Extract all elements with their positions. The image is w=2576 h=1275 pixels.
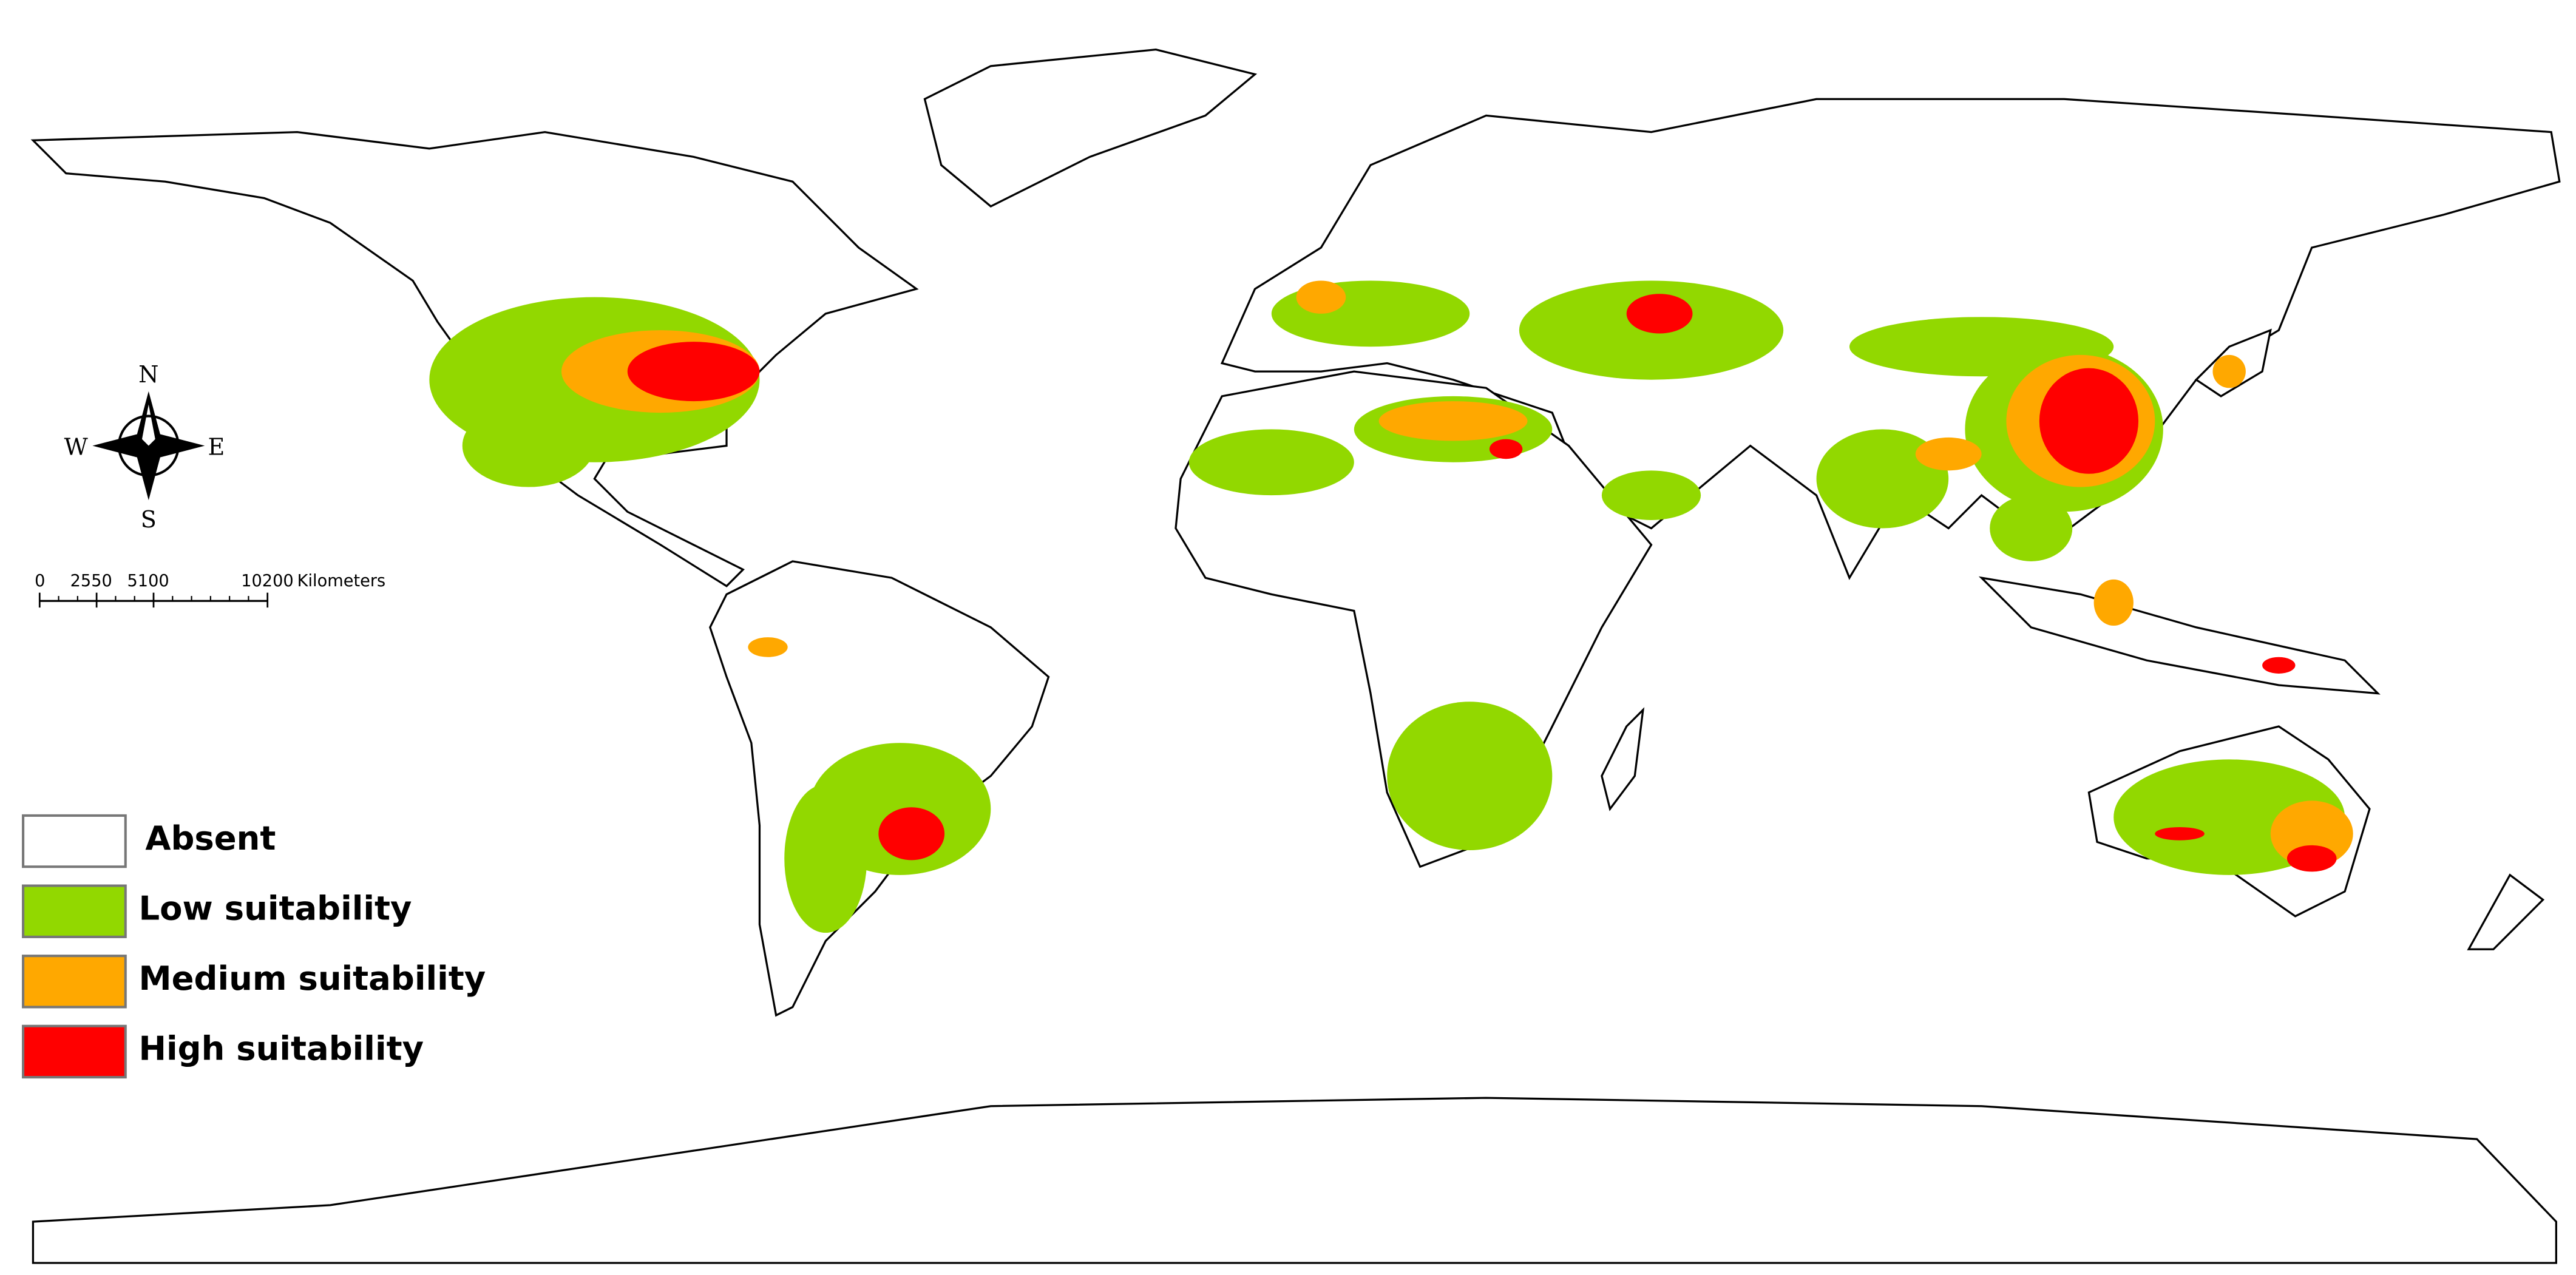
new-zealand — [2467, 873, 2545, 950]
suitability-area — [2212, 354, 2246, 388]
legend: Absent Low suitability Medium suitability H… — [22, 814, 486, 1079]
land-masses — [30, 48, 2561, 1264]
suitability-area — [627, 342, 760, 402]
suitability-area — [1188, 429, 1354, 496]
legend-label: Medium suitability — [139, 959, 486, 998]
antarctica — [32, 1097, 2557, 1264]
suitability-area — [2039, 368, 2139, 474]
suitability-areas — [429, 280, 2353, 933]
suitability-area — [2093, 579, 2134, 626]
scale-label: 2550 — [70, 572, 112, 590]
legend-swatch — [22, 1024, 127, 1079]
compass-east: E — [208, 433, 225, 460]
greenland — [923, 48, 1258, 208]
suitability-area — [2270, 800, 2353, 867]
indonesia — [1978, 576, 2381, 695]
legend-label: Absent — [145, 819, 276, 857]
scale-label: 0 — [35, 572, 45, 590]
legend-swatch — [22, 884, 127, 938]
suitability-area — [1296, 280, 1346, 314]
madagascar — [1601, 707, 1645, 811]
scale-label: 10200 — [241, 572, 294, 590]
suitability-area — [1626, 294, 1693, 334]
legend-label: High suitability — [139, 1030, 424, 1068]
suitability-area — [462, 404, 595, 487]
suitability-area — [2262, 657, 2296, 674]
suitability-area — [1601, 470, 1701, 520]
suitability-area — [878, 807, 945, 861]
suitability-area — [2286, 845, 2337, 872]
compass-south: S — [141, 506, 157, 533]
legend-label: Low suitability — [139, 889, 412, 927]
scale-unit: Kilometers — [297, 572, 386, 590]
compass-needle — [141, 404, 155, 446]
suitability-area — [1990, 495, 2073, 561]
suitability-area — [1489, 439, 1523, 459]
compass-ring — [117, 414, 180, 477]
suitability-area — [1378, 401, 1528, 441]
suitability-area — [1915, 437, 1982, 471]
suitability-area — [1387, 702, 1553, 851]
legend-swatch — [22, 955, 127, 1009]
suitability-area — [2155, 827, 2205, 840]
legend-swatch — [22, 814, 127, 868]
suitability-area — [784, 784, 867, 933]
scale-bar: Kilometers 0 2550 5100 10200 — [35, 572, 386, 608]
compass-north: N — [138, 361, 158, 388]
compass-west: W — [64, 433, 89, 460]
compass: N S E W — [64, 361, 225, 533]
suitability-area — [748, 637, 788, 657]
scale-label: 5100 — [127, 572, 169, 590]
